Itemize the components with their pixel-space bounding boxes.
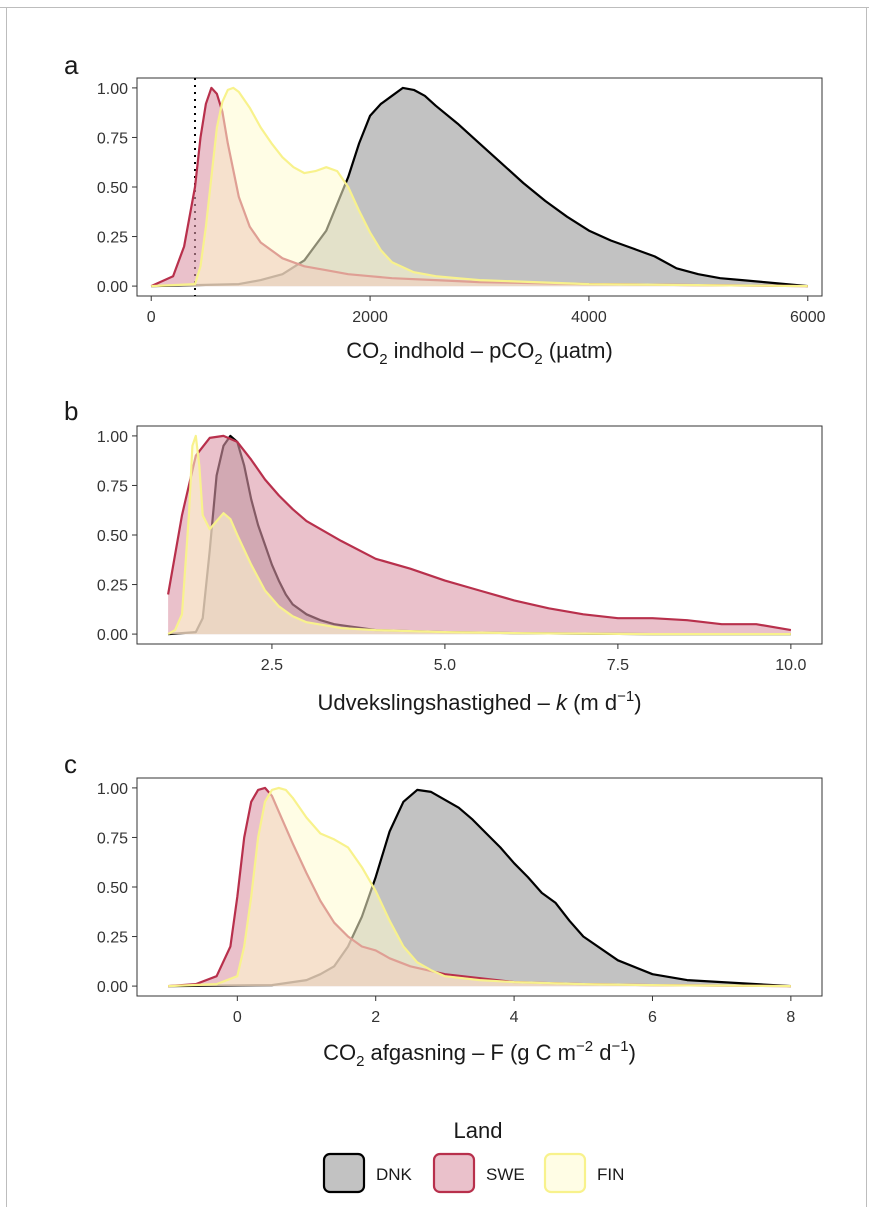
legend-title: Land — [454, 1118, 503, 1143]
x-tick-label: 10.0 — [775, 657, 806, 674]
panel-letter-b: b — [64, 396, 78, 426]
density-line-fin — [167, 434, 791, 636]
panel-c: c 0.00 0.25 0.50 0.75 1.00 0 2 4 6 8 CO2 afgasning … — [64, 749, 823, 1070]
y-tick-label: 0.75 — [97, 830, 128, 847]
density-area-dnk — [151, 87, 808, 287]
y-tick-label: 0.75 — [97, 130, 128, 147]
figure-frame-right — [866, 7, 867, 1207]
density-area-dnk — [168, 789, 791, 987]
legend: Land DNK SWE FIN — [322, 1118, 624, 1194]
legend-swatch-swe — [432, 1152, 476, 1194]
x-tick-label: 6000 — [790, 309, 826, 326]
x-tick-label: 2 — [371, 1009, 380, 1026]
y-tick-label: 0.00 — [97, 627, 128, 644]
y-tick-label: 0.00 — [97, 279, 128, 296]
y-tick-label: 0.50 — [97, 880, 128, 897]
y-tick-label: 1.00 — [97, 81, 128, 98]
density-line-fin — [151, 86, 808, 288]
x-tick-label: 2.5 — [261, 657, 283, 674]
panel-b: b 0.00 0.25 0.50 0.75 1.00 2.5 5.0 7.5 10.0 Udveks… — [64, 396, 823, 715]
figure-frame-top — [0, 7, 869, 8]
legend-label-swe: SWE — [486, 1165, 525, 1184]
legend-label-dnk: DNK — [376, 1165, 413, 1184]
x-tick-label: 5.0 — [434, 657, 456, 674]
x-tick-label: 2000 — [352, 309, 388, 326]
x-tick-label: 0 — [147, 309, 156, 326]
y-tick-label: 0.25 — [97, 578, 128, 595]
y-tick-label: 1.00 — [97, 781, 128, 798]
x-axis-title: CO2 afgasning – F (g C m−2 d−1) — [323, 1038, 636, 1070]
legend-item-fin: FIN — [543, 1152, 624, 1194]
density-line-swe — [167, 434, 792, 632]
x-axis-title: Udvekslingshastighed – k (m d−1) — [317, 688, 641, 715]
density-area-fin — [168, 787, 791, 987]
y-tick-label: 0.25 — [97, 230, 128, 247]
y-tick-label: 0.50 — [97, 180, 128, 197]
y-tick-label: 0.75 — [97, 478, 128, 495]
legend-label-fin: FIN — [597, 1165, 624, 1184]
y-tick-label: 0.50 — [97, 528, 128, 545]
figure-frame-left — [6, 7, 7, 1207]
y-tick-label: 0.25 — [97, 930, 128, 947]
x-tick-label: 7.5 — [607, 657, 629, 674]
density-area-swe — [168, 435, 791, 635]
legend-item-dnk: DNK — [322, 1152, 413, 1194]
x-axis-title: CO2 indhold – pCO2 (µatm) — [346, 338, 613, 368]
x-tick-label: 0 — [233, 1009, 242, 1026]
density-line-fin — [168, 786, 791, 988]
y-tick-label: 0.00 — [97, 979, 128, 996]
x-tick-label: 4000 — [571, 309, 607, 326]
panel-letter-a: a — [64, 50, 79, 80]
legend-item-swe: SWE — [432, 1152, 525, 1194]
x-tick-label: 4 — [510, 1009, 519, 1026]
y-tick-label: 1.00 — [97, 429, 128, 446]
density-area-fin — [168, 435, 791, 635]
density-area-fin — [151, 87, 808, 287]
x-tick-label: 6 — [648, 1009, 657, 1026]
panel-letter-c: c — [64, 749, 77, 779]
panels: a 0.00 0.25 0.50 0.75 1.00 0 2000 4000 6000 CO2 in… — [64, 50, 826, 1070]
legend-swatch-fin — [543, 1152, 587, 1194]
x-tick-label: 8 — [786, 1009, 795, 1026]
panel-a: a 0.00 0.25 0.50 0.75 1.00 0 2000 4000 6000 CO2 in… — [64, 50, 826, 368]
legend-swatch-dnk — [322, 1152, 366, 1194]
